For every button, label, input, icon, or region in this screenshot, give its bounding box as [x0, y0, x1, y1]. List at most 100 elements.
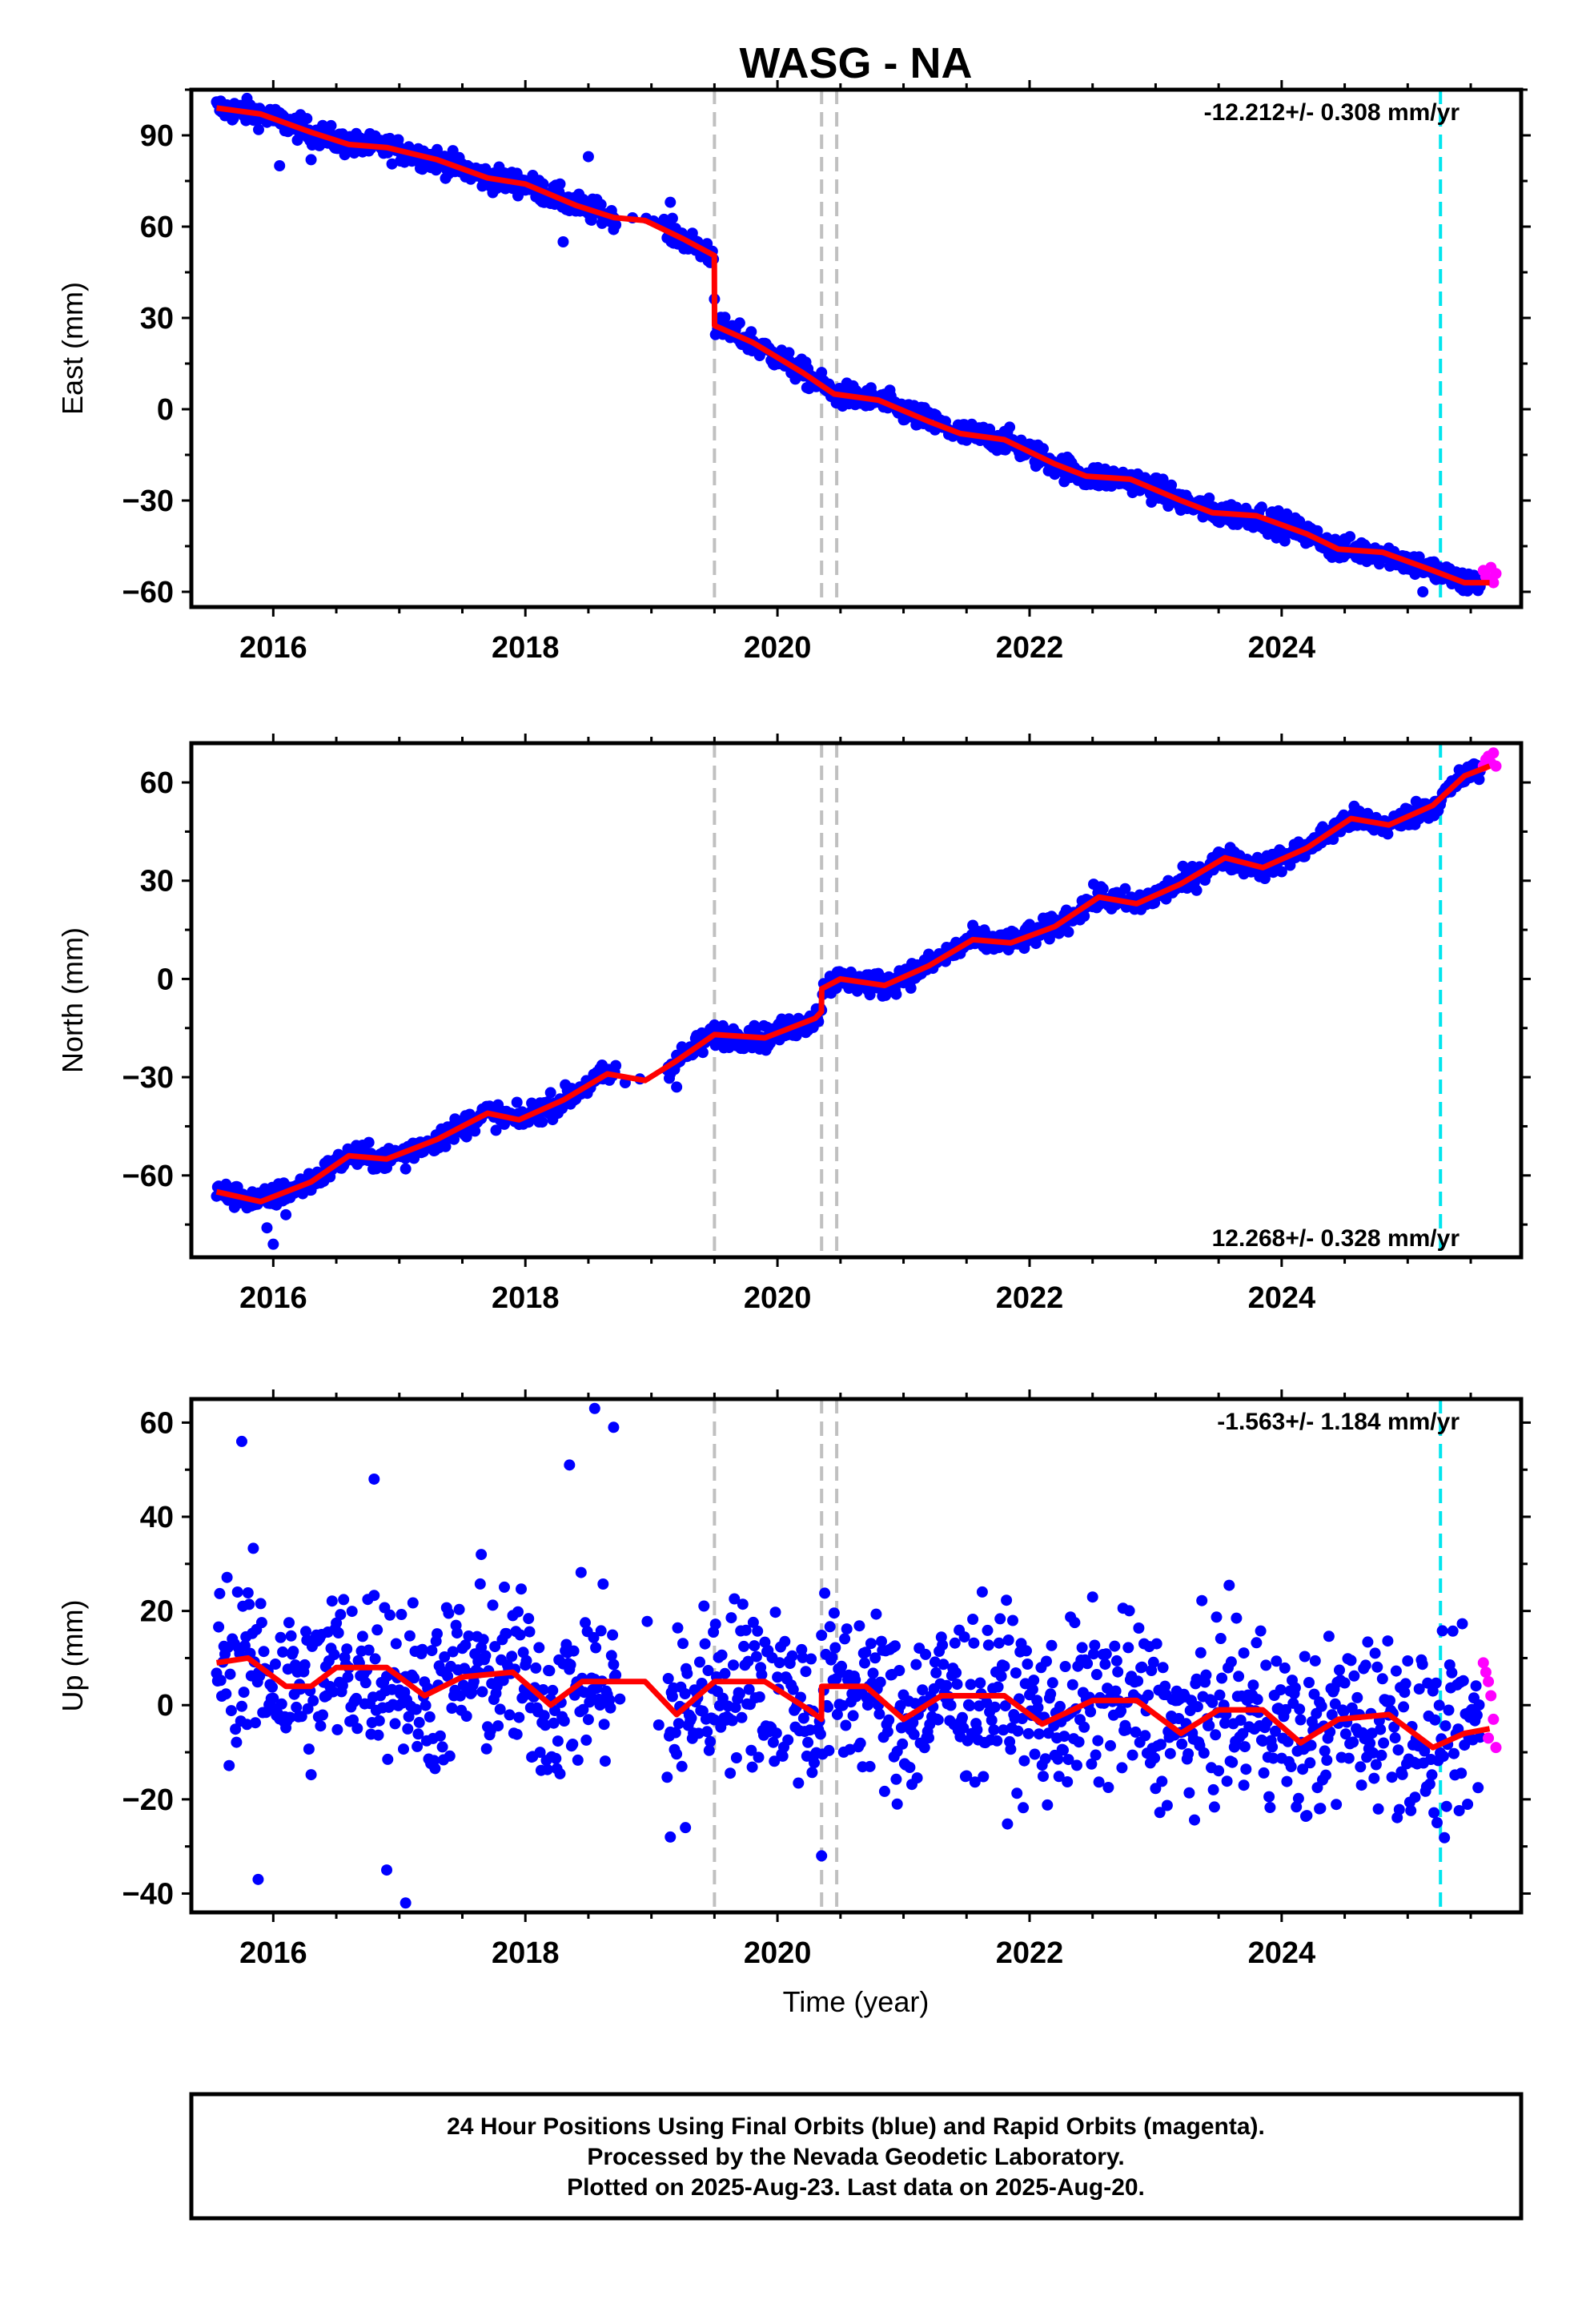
rapid-orbit-point — [1477, 1657, 1489, 1669]
final-orbit-point — [533, 1642, 545, 1654]
final-orbit-point — [787, 1683, 799, 1695]
final-orbit-point — [215, 1675, 227, 1687]
y-axis-label: Up (mm) — [56, 1600, 89, 1712]
final-orbit-point — [511, 1096, 523, 1108]
footer-box: 24 Hour Positions Using Final Orbits (bl… — [189, 2092, 1524, 2221]
final-orbit-point — [797, 1651, 809, 1663]
final-orbit-point — [1191, 1673, 1203, 1685]
final-orbit-point — [564, 1459, 576, 1471]
final-orbit-point — [889, 1640, 901, 1652]
final-orbit-point — [864, 989, 876, 1001]
final-orbit-point — [451, 1627, 463, 1639]
final-orbit-point — [476, 1549, 488, 1561]
final-orbit-point — [436, 1741, 448, 1753]
final-orbit-point — [1059, 1661, 1071, 1672]
final-orbit-point — [938, 1659, 950, 1671]
final-orbit-point — [588, 1631, 600, 1643]
final-orbit-point — [753, 1691, 765, 1703]
final-orbit-point — [1471, 1709, 1483, 1721]
final-orbit-point — [1372, 1803, 1384, 1815]
final-orbit-point — [1402, 1655, 1414, 1667]
final-orbit-point — [277, 1646, 289, 1658]
final-orbit-point — [1370, 1759, 1382, 1771]
final-orbit-point — [1115, 1705, 1127, 1717]
final-orbit-point — [1122, 1642, 1134, 1654]
final-orbit-point — [1136, 1661, 1148, 1673]
final-orbit-point — [214, 1587, 226, 1599]
final-orbit-point — [1005, 1743, 1017, 1755]
final-orbit-point — [1393, 1803, 1405, 1815]
final-orbit-point — [1448, 1747, 1460, 1759]
final-orbit-point — [1275, 866, 1287, 878]
final-orbit-point — [356, 1630, 368, 1642]
final-orbit-point — [802, 1736, 814, 1748]
final-orbit-point — [243, 1598, 255, 1610]
final-orbit-point — [1470, 1680, 1482, 1692]
final-orbit-point — [1343, 1752, 1355, 1764]
plot-area — [211, 90, 1502, 607]
final-orbit-point — [1339, 1728, 1351, 1740]
final-orbit-point — [253, 123, 264, 135]
final-orbit-point — [497, 1675, 509, 1687]
final-orbit-point — [1319, 1745, 1331, 1757]
final-orbit-point — [752, 1625, 764, 1637]
final-orbit-point — [416, 1643, 428, 1655]
panel-east: 2016 2018 2020 2022 2024 −60 −30 0 30 60 90 East (m… — [56, 80, 1531, 665]
final-orbit-point — [920, 1648, 932, 1660]
final-orbit-point — [598, 1719, 610, 1731]
final-orbit-point — [1142, 1689, 1154, 1701]
final-orbit-point — [1110, 1655, 1122, 1667]
final-orbit-point — [610, 1059, 622, 1072]
final-orbit-point — [331, 1723, 343, 1735]
final-orbit-point — [989, 1701, 1001, 1713]
final-orbit-point — [1161, 1799, 1173, 1811]
final-orbit-point — [363, 1644, 375, 1656]
final-orbit-point — [610, 1669, 622, 1681]
final-orbit-point — [605, 1650, 617, 1662]
y-tick-label: 0 — [157, 963, 174, 996]
final-orbit-point — [1120, 1724, 1132, 1735]
final-orbit-point — [307, 1695, 319, 1707]
final-orbit-point — [1359, 1659, 1371, 1671]
final-orbit-point — [698, 1600, 710, 1612]
final-orbit-point — [1304, 1757, 1316, 1769]
final-orbit-point — [1018, 1755, 1030, 1767]
final-orbit-point — [398, 1743, 409, 1755]
final-orbit-point — [368, 1473, 380, 1485]
final-orbit-point — [1159, 1680, 1171, 1692]
final-orbit-point — [241, 1719, 253, 1731]
final-orbit-point — [666, 212, 678, 224]
final-orbit-point — [1422, 1677, 1434, 1689]
final-orbit-point — [968, 1637, 980, 1649]
final-orbit-point — [595, 199, 607, 211]
final-orbit-point — [701, 1726, 713, 1738]
final-orbit-point — [1419, 1745, 1431, 1757]
y-tick-label: 30 — [140, 865, 174, 899]
final-orbit-point — [1207, 1696, 1219, 1708]
final-orbit-point — [1052, 1753, 1064, 1765]
final-orbit-point — [1462, 1799, 1474, 1810]
final-orbit-point — [1440, 1800, 1452, 1812]
y-tick-label: −20 — [122, 1783, 174, 1817]
final-orbit-point — [300, 1626, 311, 1638]
final-orbit-point — [728, 1659, 739, 1671]
final-orbit-point — [729, 1593, 741, 1605]
final-orbit-point — [492, 1720, 504, 1732]
final-orbit-point — [275, 1698, 287, 1710]
final-orbit-point — [1100, 1648, 1112, 1660]
final-orbit-point — [854, 1737, 866, 1749]
final-orbit-point — [1191, 884, 1203, 896]
final-orbit-point — [769, 1755, 781, 1767]
final-orbit-point — [390, 1638, 402, 1650]
final-orbit-point — [1267, 1752, 1279, 1764]
final-orbit-point — [750, 1651, 762, 1663]
final-orbit-point — [1368, 1772, 1380, 1784]
final-orbit-point — [867, 1667, 879, 1679]
final-orbit-point — [291, 135, 303, 147]
x-tick-label: 2024 — [1248, 1281, 1316, 1315]
final-orbit-point — [326, 1595, 338, 1607]
final-orbit-point — [676, 1760, 688, 1772]
y-tick-label: −40 — [122, 1877, 174, 1911]
final-orbit-point — [1473, 1699, 1485, 1711]
final-orbit-point — [729, 1702, 741, 1714]
